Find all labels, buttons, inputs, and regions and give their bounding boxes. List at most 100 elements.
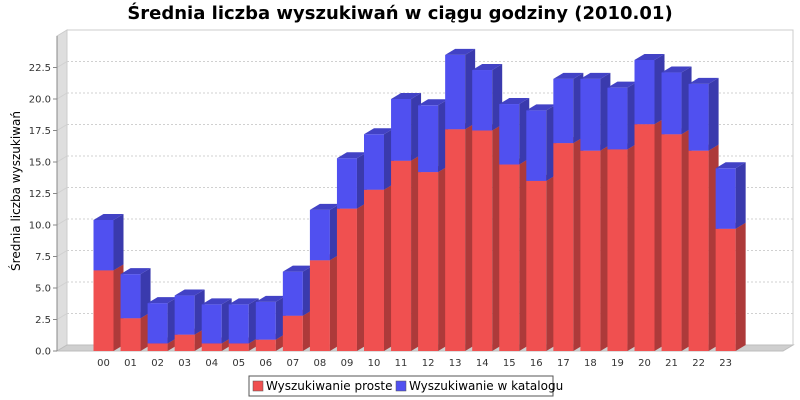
bar-simple (634, 118, 665, 351)
bar-catalog (120, 268, 151, 319)
bar-front (120, 274, 141, 319)
bar-front (364, 134, 384, 190)
x-tick-label: 10 (368, 358, 381, 369)
bar-front (499, 104, 520, 165)
bar-catalog (93, 213, 124, 271)
bar-front (445, 54, 466, 130)
bar-catalog (688, 77, 719, 151)
y-axis-label: Średnia liczba wyszukiwań (8, 111, 23, 271)
bar-front (553, 143, 574, 351)
bar-front (607, 149, 628, 351)
bar-front (580, 78, 601, 151)
bar-top (255, 295, 286, 302)
bar-front (661, 72, 682, 135)
bar-catalog (526, 104, 557, 181)
bar-front (147, 303, 168, 344)
y-gridline-side (56, 250, 68, 257)
bar-simple (715, 222, 746, 351)
x-tick-label: 13 (449, 358, 462, 369)
x-tick-label: 03 (178, 358, 191, 369)
x-tick-label: 19 (611, 358, 624, 369)
bar-top (309, 203, 340, 210)
bar-simple (607, 143, 638, 351)
bar-top (553, 72, 584, 79)
bar-front (607, 87, 628, 150)
x-tick-label: 23 (719, 358, 732, 369)
bar-top (688, 77, 719, 84)
bar-front (255, 339, 276, 351)
bar-side (113, 213, 124, 271)
bar-catalog (418, 99, 449, 173)
legend-swatch-catalog (395, 380, 407, 392)
y-gridline-side (56, 313, 68, 320)
x-tick-label: 11 (395, 358, 408, 369)
bar-front (364, 189, 384, 351)
bar-simple (364, 183, 394, 351)
chart-title: Średnia liczba wyszukiwań w ciągu godzin… (127, 2, 672, 24)
bar-simple (445, 123, 476, 352)
bar-catalog (472, 64, 503, 131)
x-axis: 00 01 02 03 04 05 06 07 08 09 10 11 12 13 14 15 16 17 18 19… (97, 358, 732, 369)
bar-front (228, 343, 249, 351)
y-tick-label: 12.5 (29, 189, 51, 200)
bar-simple (688, 144, 719, 351)
y-tick-label: 15.0 (29, 158, 51, 169)
bar-front (391, 160, 412, 351)
x-tick-label: 04 (205, 358, 218, 369)
bar-front (93, 219, 114, 271)
y-gridline-side (56, 187, 68, 194)
y-tick-label: 10.0 (29, 221, 51, 232)
x-tick-label: 09 (341, 358, 354, 369)
bar-front (201, 304, 222, 344)
bar-simple (93, 264, 124, 351)
bar-catalog (201, 298, 232, 344)
y-tick-label: 20.0 (29, 95, 51, 106)
bar-top (201, 298, 232, 305)
bar-front (472, 70, 493, 131)
bar-catalog (445, 48, 476, 130)
bar-front (526, 180, 547, 351)
bar-simple (580, 144, 611, 351)
bar-top (174, 289, 205, 296)
bar-front (228, 304, 249, 344)
bar-simple (499, 158, 530, 351)
bar-front (499, 164, 520, 351)
bar-top (661, 66, 692, 73)
bar-front (688, 150, 709, 351)
bar-front (553, 78, 574, 144)
x-tick-label: 18 (584, 358, 597, 369)
bar-front (309, 209, 330, 261)
bar-top (228, 298, 259, 305)
bar-front (418, 172, 439, 351)
y-gridline-side (56, 281, 68, 289)
bar-front (634, 59, 655, 125)
y-tick-label: 22.5 (29, 63, 51, 74)
bar-front (580, 150, 601, 351)
bar-front (174, 334, 195, 351)
x-tick-label: 08 (314, 358, 327, 369)
bar-catalog (499, 98, 530, 165)
bar-catalog (715, 162, 746, 229)
bar-catalog (228, 298, 259, 344)
bar-top (715, 162, 746, 169)
y-gridline-side (56, 61, 68, 68)
bar-top (364, 128, 394, 135)
y-gridline-side (56, 124, 68, 131)
bar-front (282, 271, 303, 316)
bar-top (391, 93, 422, 99)
y-axis: 0.0 2.5 5.0 7.5 10.0 12.5 15.0 17.5 20.0 22.5 (29, 36, 58, 358)
bar-catalog (282, 265, 313, 316)
bar-side (735, 222, 746, 351)
bar-front (282, 315, 303, 351)
y-tick-label: 7.5 (35, 252, 51, 263)
x-tick-label: 21 (665, 358, 678, 369)
bar-front (120, 318, 141, 351)
bar-top (607, 81, 638, 88)
x-tick-label: 22 (692, 358, 705, 369)
x-tick-label: 05 (232, 358, 245, 369)
x-tick-label: 20 (638, 358, 651, 369)
bar-catalog (661, 66, 692, 135)
bars-layer (93, 48, 746, 352)
bar-top (93, 213, 124, 220)
bar-top (445, 48, 476, 55)
